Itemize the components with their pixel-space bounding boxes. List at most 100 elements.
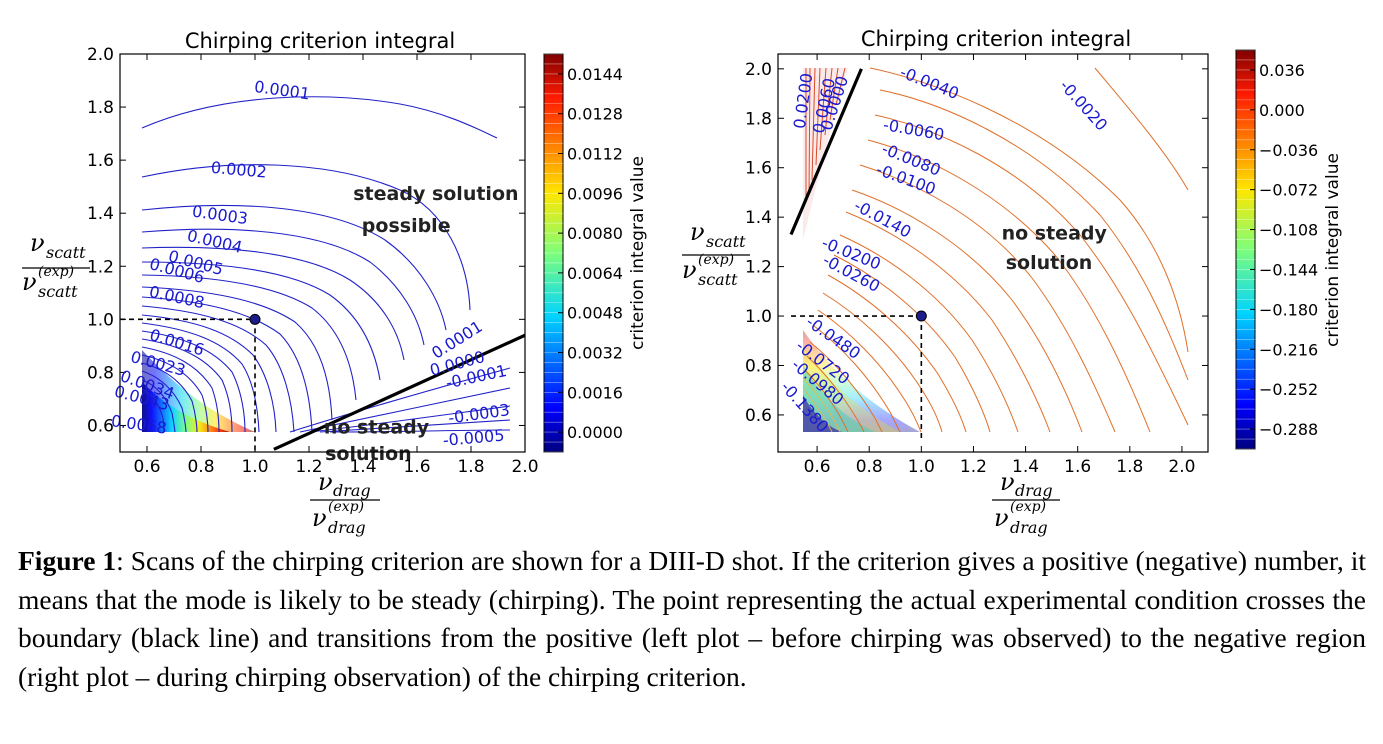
region-annotation: no steady	[1002, 222, 1108, 244]
colorbar-tick-label: 0.0000	[567, 423, 623, 442]
svg-text:ν: ν	[682, 256, 697, 284]
colorbar-tick-label: 0.0032	[567, 344, 623, 363]
x-tick-label: 1.8	[457, 457, 484, 477]
colorbar-tick-label: −0.252	[1259, 380, 1318, 399]
colorbar-tick-label: −0.144	[1259, 260, 1318, 279]
x-tick-label: 2.0	[511, 457, 538, 477]
right-colorbar-label: criterion integral value	[1323, 153, 1343, 347]
right-plot-marks: 0.6 0.8 1.0 1.2 1.4 1.6 1.8 2.0 0.6 0.8 1.0 1.2 1.4 1…	[745, 54, 1208, 477]
right-plot-title: Chirping criterion integral	[861, 27, 1131, 51]
region-annotation: steady solution	[353, 183, 518, 205]
x-tick-label: 2.0	[1168, 457, 1195, 477]
right-colorbar-ticks: 0.036 0.000 −0.036 −0.072 −0.108 −0.144 −0.180…	[1236, 49, 1318, 450]
svg-text:ν: ν	[22, 268, 37, 296]
right-plot-frame	[777, 53, 1209, 453]
colorbar-tick-label: 0.000	[1259, 101, 1305, 120]
contour-label: -0.0020	[1056, 76, 1111, 135]
x-tick-label: 0.6	[804, 457, 831, 477]
contour-label: 0.0002	[210, 158, 267, 182]
y-tick-label: 1.0	[87, 310, 114, 330]
y-tick-label: 1.2	[87, 257, 114, 277]
svg-text:(exp): (exp)	[38, 264, 74, 280]
colorbar-tick-label: 0.0112	[567, 145, 623, 164]
y-tick-label: 1.4	[87, 204, 114, 224]
figure: Chirping criterion integral	[22, 27, 1343, 537]
x-tick-label: 1.8	[1116, 457, 1143, 477]
boundary-line	[789, 68, 863, 236]
region-annotation: solution	[1006, 252, 1093, 274]
y-tick-label: 0.8	[87, 363, 114, 383]
y-tick-label: 0.6	[87, 416, 114, 436]
svg-text:drag: drag	[328, 518, 366, 537]
colorbar-tick-label: 0.0128	[567, 105, 623, 124]
colorbar-tick-label: 0.0016	[567, 383, 623, 402]
figure-caption: Figure 1: Scans of the chirping criterio…	[18, 542, 1366, 696]
left-x-axis-label: ν drag ν (exp) drag	[310, 468, 380, 537]
svg-text:drag: drag	[1010, 518, 1048, 537]
x-tick-label: 1.4	[1012, 457, 1039, 477]
svg-text:scatt: scatt	[706, 232, 746, 251]
colorbar-tick-label: 0.0080	[567, 224, 623, 243]
x-tick-label: 1.4	[349, 457, 376, 477]
svg-text:ν: ν	[690, 218, 705, 246]
x-tick-label: 1.6	[1064, 457, 1091, 477]
svg-text:drag: drag	[1015, 481, 1053, 500]
right-plot: Chirping criterion integral	[682, 27, 1343, 537]
y-tick-label: 1.2	[745, 258, 772, 278]
right-x-axis-label: ν drag ν (exp) drag	[992, 468, 1060, 537]
svg-text:(exp): (exp)	[328, 499, 364, 515]
figure-canvas: Chirping criterion integral	[22, 27, 1343, 537]
boundary-line	[273, 333, 526, 451]
left-colorbar-ticks: 0.0144 0.0128 0.0112 0.0096 0.0080 0.0064 0.00…	[544, 53, 623, 453]
colorbar-tick-label: −0.108	[1259, 221, 1318, 240]
colorbar-tick-label: 0.0048	[567, 304, 623, 323]
region-annotation: solution	[325, 443, 412, 465]
left-plot: Chirping criterion integral	[22, 29, 648, 537]
x-tick-label: 1.2	[295, 457, 322, 477]
y-tick-label: 1.6	[745, 159, 772, 179]
y-tick-label: 1.0	[745, 307, 772, 327]
left-plot-frame	[119, 53, 526, 453]
svg-text:scatt: scatt	[38, 282, 78, 301]
colorbar-tick-label: 0.0096	[567, 184, 623, 203]
colorbar-tick-label: 0.036	[1259, 61, 1305, 80]
colorbar-tick-label: −0.072	[1259, 181, 1318, 200]
caption-text: : Scans of the chirping criterion are sh…	[18, 545, 1366, 692]
right-contour-field	[802, 67, 1189, 433]
y-tick-label: 1.6	[87, 151, 114, 171]
y-tick-label: 1.4	[745, 208, 772, 228]
svg-text:ν: ν	[318, 468, 333, 496]
right-y-axis-label: ν scatt ν (exp) scatt	[682, 218, 750, 289]
svg-text:ν: ν	[994, 504, 1009, 532]
caption-label: Figure 1	[18, 545, 117, 576]
colorbar-tick-label: −0.216	[1259, 340, 1318, 359]
svg-text:(exp): (exp)	[1010, 499, 1046, 515]
y-tick-label: 1.8	[87, 98, 114, 118]
left-fill-inner	[142, 382, 230, 432]
x-tick-label: 0.8	[187, 457, 214, 477]
left-colorbar-label: criterion integral value	[628, 156, 648, 350]
svg-text:ν: ν	[30, 229, 45, 257]
experimental-point	[249, 313, 261, 325]
colorbar-tick-label: 0.0144	[567, 65, 623, 84]
x-tick-label: 0.8	[856, 457, 883, 477]
left-y-axis-label: ν scatt ν (exp) scatt	[22, 229, 90, 301]
svg-text:(exp): (exp)	[698, 252, 734, 268]
contour-label: -0.0005	[442, 426, 505, 450]
x-tick-label: 0.6	[133, 457, 160, 477]
y-tick-label: 0.8	[745, 356, 772, 376]
x-tick-label: 1.2	[960, 457, 987, 477]
colorbar-tick-label: 0.0064	[567, 264, 623, 283]
y-tick-label: 2.0	[87, 45, 114, 65]
x-tick-label: 1.0	[241, 457, 268, 477]
left-plot-title: Chirping criterion integral	[185, 29, 455, 53]
colorbar-tick-label: −0.180	[1259, 300, 1318, 319]
svg-text:scatt: scatt	[698, 270, 738, 289]
experimental-point	[915, 310, 927, 322]
contour-label: -0.0003	[447, 400, 511, 427]
colorbar-tick-label: −0.036	[1259, 141, 1318, 160]
region-annotation: no steady	[324, 416, 430, 438]
svg-text:ν: ν	[312, 504, 327, 532]
x-tick-label: 1.0	[908, 457, 935, 477]
y-tick-label: 1.8	[745, 109, 772, 129]
